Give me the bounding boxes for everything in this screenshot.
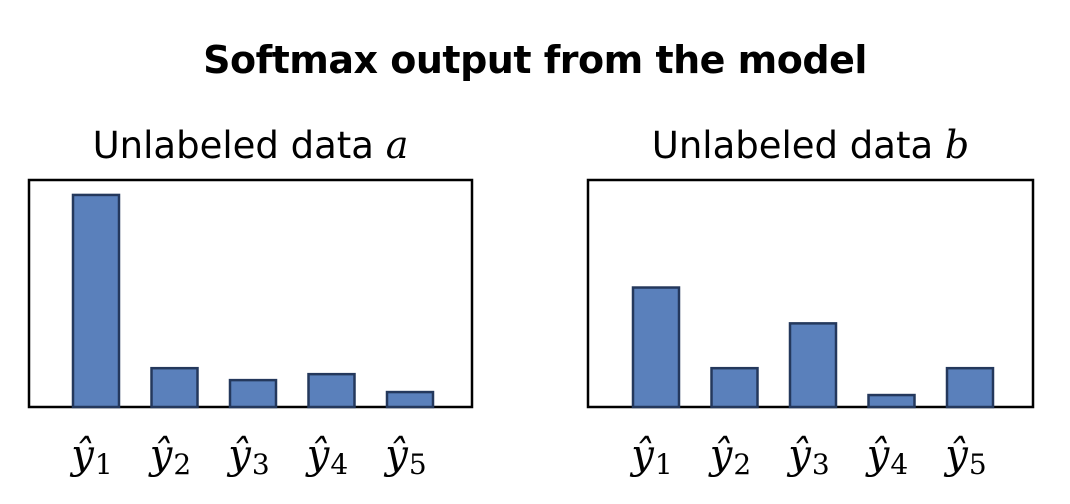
bar-y-hat-3 [228,378,278,409]
panel-title-variable: b [945,123,969,167]
tick-label-y-hat-5: ŷ5 [943,432,986,481]
tick-label-base: ŷ [786,432,812,478]
tick-label-subscript: 2 [173,448,191,481]
bar-y-hat-5 [385,390,435,409]
tick-label-base: ŷ [383,432,409,478]
panel-title: Unlabeled data a [93,123,409,167]
tick-label-subscript: 4 [890,448,908,481]
bar-y-hat-1 [631,286,681,409]
tick-label-base: ŷ [629,432,655,478]
tick-label-subscript: 3 [812,448,830,481]
tick-label-subscript: 1 [95,448,113,481]
bar-y-hat-1 [71,193,121,409]
bar-y-hat-2 [710,366,759,409]
tick-label-y-hat-2: ŷ2 [148,432,191,481]
tick-label-subscript: 4 [330,448,348,481]
tick-label-base: ŷ [865,432,891,478]
panel-unlabeled-data-a: Unlabeled data aŷ1 ŷ2 ŷ3 ŷ4 ŷ5 [27,123,474,481]
tick-label-subscript: 1 [655,448,673,481]
tick-label-subscript: 2 [733,448,751,481]
chart-title: Softmax output from the model [203,38,867,82]
tick-label-y-hat-1: ŷ1 [629,432,672,481]
tick-label-y-hat-4: ŷ4 [305,432,348,481]
tick-label-y-hat-1: ŷ1 [69,432,112,481]
tick-label-y-hat-2: ŷ2 [708,432,751,481]
tick-label-y-hat-4: ŷ4 [865,432,908,481]
panel-unlabeled-data-b: Unlabeled data bŷ1 ŷ2 ŷ3 ŷ4 ŷ5 [586,123,1035,481]
panel-title-variable: a [386,123,409,167]
panel-title-text: Unlabeled data [93,124,386,167]
bar-y-hat-4 [867,393,916,409]
panel-title: Unlabeled data b [652,123,969,167]
tick-label-base: ŷ [148,432,174,478]
tick-label-base: ŷ [305,432,331,478]
tick-label-y-hat-3: ŷ3 [786,432,829,481]
panel-title-text: Unlabeled data [652,124,945,167]
bar-y-hat-5 [945,366,995,409]
tick-label-subscript: 3 [252,448,270,481]
tick-label-base: ŷ [943,432,969,478]
tick-label-y-hat-5: ŷ5 [383,432,426,481]
bar-y-hat-4 [307,372,356,409]
tick-label-base: ŷ [69,432,95,478]
bar-y-hat-2 [150,366,199,409]
tick-label-y-hat-3: ŷ3 [226,432,269,481]
tick-label-base: ŷ [226,432,252,478]
tick-label-subscript: 5 [969,448,987,481]
tick-label-subscript: 5 [409,448,427,481]
bar-y-hat-3 [788,322,838,409]
tick-label-base: ŷ [708,432,734,478]
